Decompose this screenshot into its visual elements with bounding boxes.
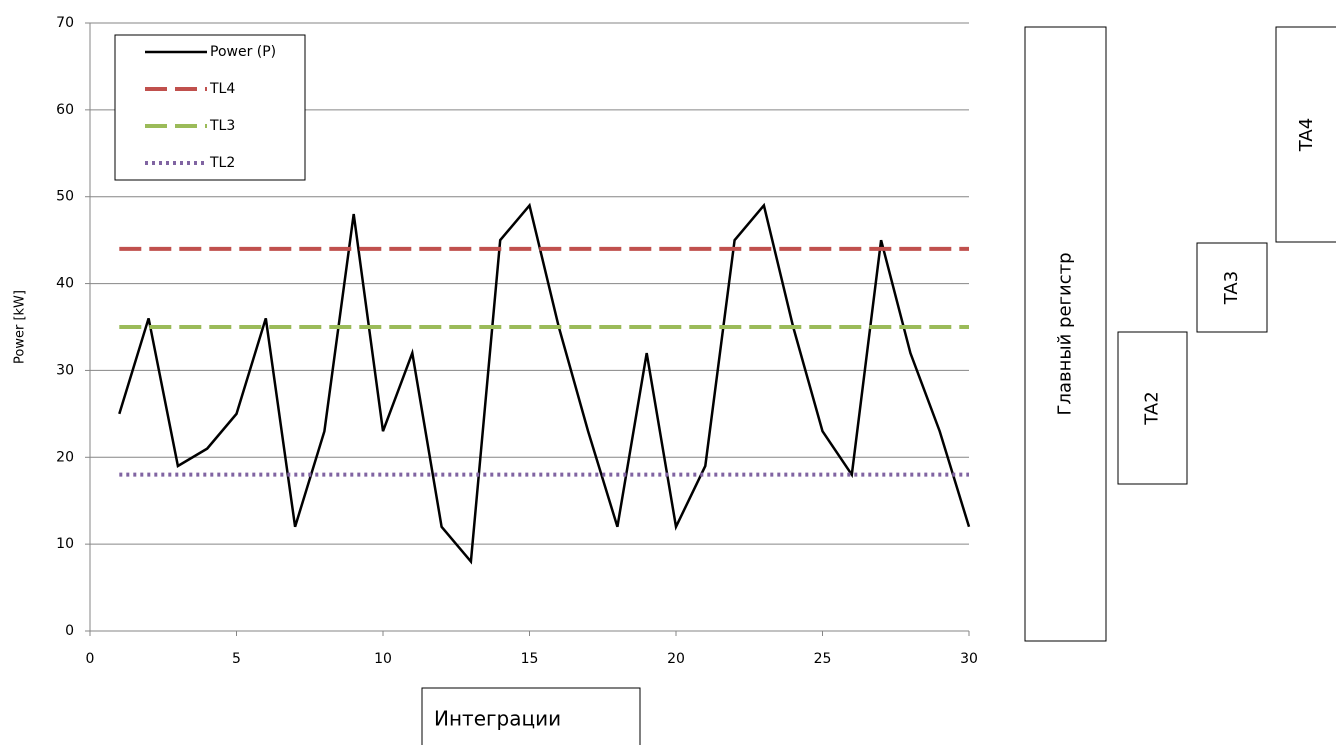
annotation-label: Интеграции [434,707,561,731]
y-tick-label: 0 [65,623,74,639]
y-tick-label: 10 [56,536,74,552]
legend-label: Power (P) [210,44,276,60]
annotation-box [1196,242,1268,333]
annotation-box [1117,331,1188,485]
y-axis-label: Power [kW] [13,290,28,364]
legend-box [114,34,306,181]
y-tick-label: 70 [56,15,74,31]
x-tick-label: 15 [521,651,539,667]
x-tick-label: 30 [960,651,978,667]
annotation-label: TA4 [1296,118,1317,152]
annotation-label: Главный регистр [1055,253,1076,416]
x-tick-label: 25 [814,651,832,667]
annotation-box [1275,26,1336,243]
x-tick-label: 10 [374,651,392,667]
legend-label: TL3 [209,118,235,134]
x-tick-label: 20 [667,651,685,667]
y-tick-label: 30 [56,362,74,378]
y-tick-label: 50 [56,189,74,205]
x-tick-label: 5 [232,651,241,667]
annotation-label: TA2 [1142,391,1163,425]
legend-label: TL2 [209,155,235,171]
annotation-box [421,687,641,745]
legend-label: TL4 [209,81,235,97]
y-tick-label: 40 [56,276,74,292]
annotation-box [1024,26,1107,642]
y-tick-label: 20 [56,449,74,465]
x-tick-label: 0 [86,651,95,667]
y-tick-label: 60 [56,102,74,118]
annotation-label: TA3 [1221,271,1242,305]
series-line [118,202,971,565]
